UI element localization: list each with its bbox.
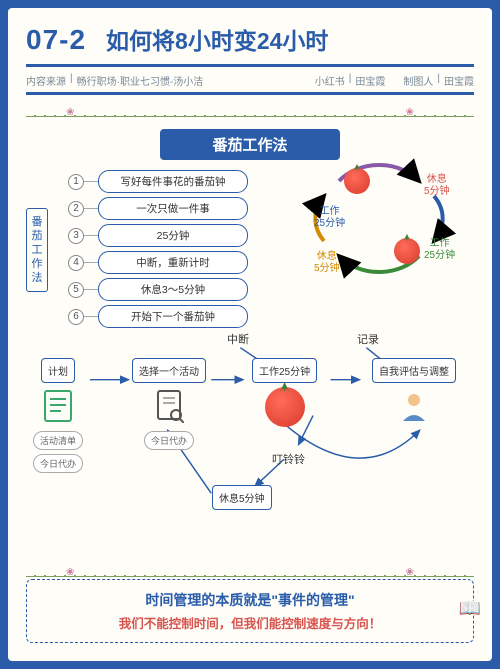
workflow-diagram: 计划活动清单今日代办选择一个活动今日代办工作25分钟自我评估与调整中断记录休息5… [22, 330, 478, 540]
tag: 活动清单 [33, 431, 83, 450]
step-text: 休息3～5分钟 [98, 278, 248, 301]
step-number: 6 [68, 309, 84, 325]
step-number: 3 [68, 228, 84, 244]
page-index: 07-2 [26, 24, 86, 56]
tomato-icon [344, 168, 370, 194]
flow-node-rest: 休息5分钟 [212, 485, 272, 510]
flow-node-plan: 计划活动清单今日代办 [32, 358, 84, 475]
vine-divider [26, 109, 474, 123]
flow-node-work: 工作25分钟 [252, 358, 317, 431]
step-row: 3 25分钟 [68, 224, 248, 247]
step-text: 25分钟 [98, 224, 248, 247]
cycle-label: 工作25分钟 [314, 206, 345, 230]
step-text: 中断，重新计时 [98, 251, 248, 274]
cycle-label: 休息5分钟 [314, 251, 340, 275]
quote-box: 📖 时间管理的本质就是"事件的管理" 我们不能控制时间，但我们能控制速度与方向！ [26, 579, 474, 643]
tag: 今日代办 [144, 431, 194, 450]
step-text: 一次只做一件事 [98, 197, 248, 220]
maker-name: 田宝霞 [444, 73, 474, 88]
flow-node-interrupt: 中断 [227, 330, 249, 348]
step-number: 5 [68, 282, 84, 298]
person-icon [395, 387, 433, 425]
platform-label: 小红书 [315, 73, 345, 88]
source-label: 内容来源 [26, 73, 66, 88]
cycle-label: 工作25分钟 [424, 238, 455, 262]
step-row: 2 一次只做一件事 [68, 197, 248, 220]
steps-label-box: 番茄工作法 [26, 208, 48, 292]
step-number: 1 [68, 174, 84, 190]
step-row: 5 休息3～5分钟 [68, 278, 248, 301]
step-text: 写好每件事花的番茄钟 [98, 170, 248, 193]
quote-line-1: 时间管理的本质就是"事件的管理" [39, 590, 461, 610]
flow-node-record: 记录 [357, 330, 379, 348]
step-text: 开始下一个番茄钟 [98, 305, 248, 328]
book-icon: 📖 [459, 598, 481, 619]
page-title: 如何将8小时变24小时 [106, 22, 328, 56]
flow-node-select: 选择一个活动今日代办 [132, 358, 206, 452]
flow-node-review: 自我评估与调整 [372, 358, 456, 429]
step-row: 1 写好每件事花的番茄钟 [68, 170, 248, 193]
maker-label: 制图人 [403, 73, 433, 88]
document-icon [150, 387, 188, 425]
step-number: 4 [68, 255, 84, 271]
step-number: 2 [68, 201, 84, 217]
flow-node-ring: 叮铃铃 [272, 450, 305, 468]
tag: 今日代办 [33, 454, 83, 473]
quote-line-2: 我们不能控制时间，但我们能控制速度与方向！ [39, 613, 461, 632]
tomato-icon [394, 238, 420, 264]
tomato-icon [265, 387, 305, 427]
author-name: 田宝霞 [355, 73, 385, 88]
step-row: 6 开始下一个番茄钟 [68, 305, 248, 328]
source-value: 畅行职场·职业七习惯-汤小洁 [77, 73, 204, 88]
step-row: 4 中断，重新计时 [68, 251, 248, 274]
cycle-label: 休息5分钟 [424, 174, 450, 198]
pomodoro-cycle: 工作25分钟休息5分钟工作25分钟休息5分钟 [284, 146, 474, 286]
list-icon [39, 387, 77, 425]
